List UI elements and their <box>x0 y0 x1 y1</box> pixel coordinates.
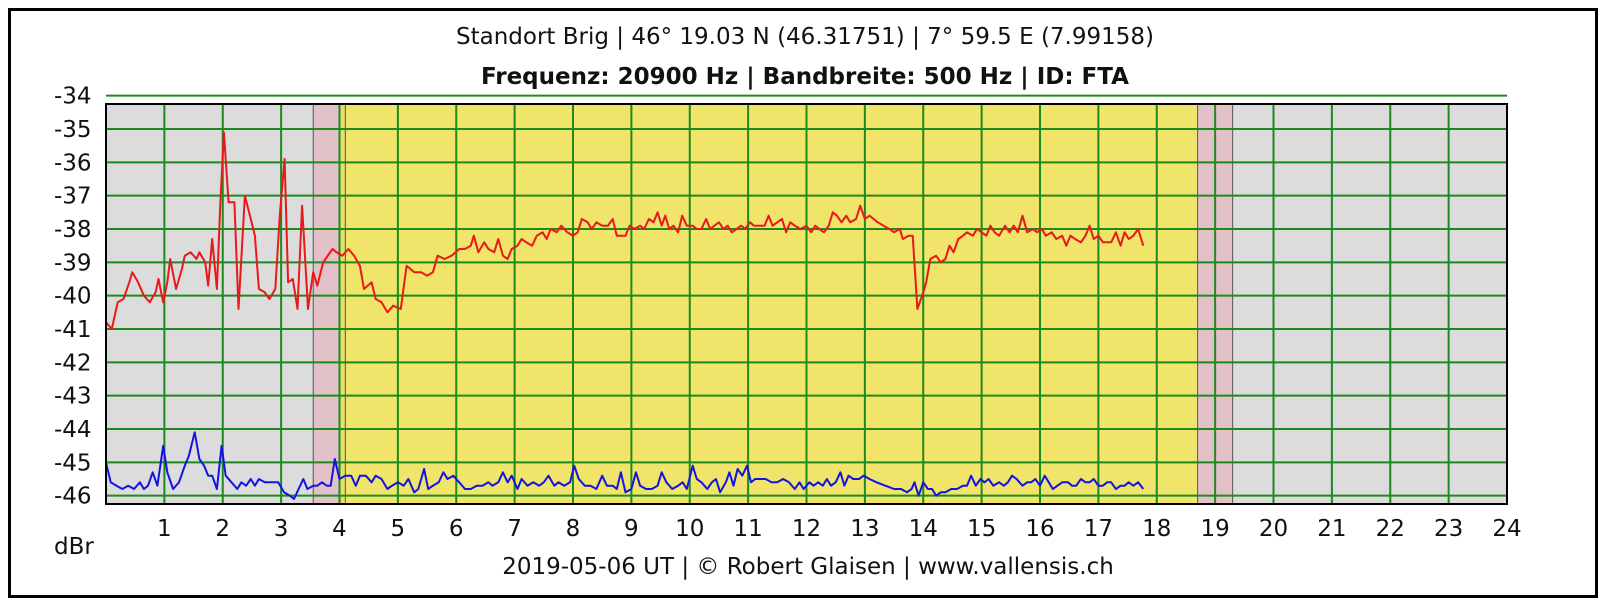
x-tick-label: 5 <box>391 516 406 542</box>
x-tick-label: 12 <box>792 516 821 542</box>
y-tick-label: -42 <box>54 350 92 376</box>
y-tick-label: -38 <box>54 217 92 243</box>
y-tick-label: -40 <box>54 284 92 310</box>
y-tick-label: -34 <box>54 84 92 110</box>
chart-footer: 2019-05-06 UT | © Robert Glaisen | www.v… <box>502 554 1114 580</box>
x-tick-label: 22 <box>1376 516 1405 542</box>
x-tick-label: 14 <box>909 516 938 542</box>
y-tick-label: -41 <box>54 317 92 343</box>
y-tick-label: -45 <box>54 450 92 476</box>
x-tick-label: 16 <box>1025 516 1054 542</box>
x-tick-label: 18 <box>1142 516 1171 542</box>
x-tick-label: 20 <box>1259 516 1288 542</box>
y-tick-label: -39 <box>54 250 92 276</box>
shaded-region <box>345 104 1198 504</box>
x-tick-label: 15 <box>967 516 996 542</box>
x-tick-label: 10 <box>675 516 704 542</box>
plot-border <box>105 103 1508 505</box>
x-tick-label: 2 <box>215 516 230 542</box>
y-tick-label: -43 <box>54 384 92 410</box>
x-tick-label: 13 <box>850 516 879 542</box>
y-tick-label: -46 <box>54 484 92 510</box>
x-tick-label: 11 <box>733 516 762 542</box>
x-tick-label: 24 <box>1492 516 1521 542</box>
x-tick-label: 23 <box>1434 516 1463 542</box>
y-tick-label: -35 <box>54 117 92 143</box>
y-tick-label: -36 <box>54 150 92 176</box>
x-tick-label: 7 <box>507 516 522 542</box>
x-tick-label: 4 <box>332 516 347 542</box>
y-axis-label: dBr <box>54 534 94 560</box>
x-tick-label: 3 <box>274 516 289 542</box>
chart-subtitle: Frequenz: 20900 Hz | Bandbreite: 500 Hz … <box>481 64 1129 90</box>
y-tick-label: -37 <box>54 184 92 210</box>
x-tick-label: 21 <box>1317 516 1346 542</box>
x-tick-label: 19 <box>1200 516 1229 542</box>
plot-area: -34 -35 -36 -37 -38 -39 -40 -41 -42 -43 -44 -45 -46 1… <box>54 84 1522 542</box>
x-tick-label: 6 <box>449 516 464 542</box>
chart-title: Standort Brig | 46° 19.03 N (46.31751) |… <box>456 24 1154 50</box>
shaded-region <box>313 104 340 504</box>
y-tick-label: -44 <box>54 417 92 443</box>
x-tick-label: 9 <box>624 516 639 542</box>
x-tick-label: 17 <box>1084 516 1113 542</box>
series-line <box>105 431 1145 500</box>
series-line <box>105 131 1145 330</box>
x-tick-label: 8 <box>566 516 581 542</box>
shaded-region <box>339 104 346 504</box>
x-tick-label: 1 <box>157 516 172 542</box>
